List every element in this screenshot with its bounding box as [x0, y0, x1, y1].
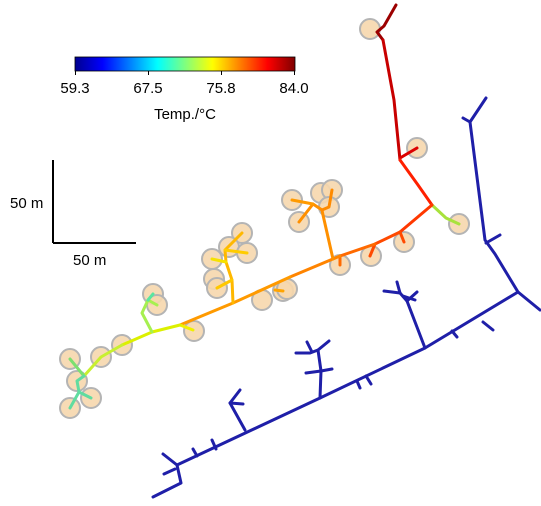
supply-pipe-segment	[273, 288, 285, 293]
return-pipe-stub	[364, 374, 373, 386]
supply-pipe-segment	[178, 323, 195, 332]
return-trunk-pipe	[468, 96, 520, 294]
supply-pipe-segment	[398, 203, 434, 234]
colorbar-tick-label: 84.0	[279, 80, 308, 97]
supply-pipe-segment	[223, 248, 249, 255]
return-pipe-stub	[516, 290, 541, 312]
return-branch-pipe	[398, 291, 427, 350]
supply-pipe-segment	[320, 188, 334, 212]
supply-pipe-segment	[146, 292, 155, 302]
return-pipe-stub	[395, 280, 402, 295]
supply-pipe-segment	[430, 203, 461, 226]
return-pipe-stub	[316, 339, 331, 352]
supply-pipe-segment	[82, 343, 124, 378]
colorbar: 59.3 67.5 75.8 84.0 Temp./°C	[60, 56, 309, 123]
colorbar-tick-label: 67.5	[133, 80, 162, 97]
consumer-marker	[359, 18, 381, 40]
return-pipe-stub	[319, 367, 334, 373]
supply-pipe-segment	[398, 146, 419, 160]
return-pipe-stub	[382, 289, 402, 295]
scale-bar-horizontal-label: 50 m	[73, 252, 106, 269]
supply-pipe-segment	[215, 278, 234, 290]
supply-pipe-segment	[290, 198, 315, 206]
supply-pipe-segment	[398, 230, 406, 244]
supply-pipe-segment	[178, 275, 292, 327]
return-main-pipe	[151, 290, 520, 499]
supply-pipe-segment	[375, 3, 398, 42]
return-branch-pipe	[228, 388, 247, 432]
return-pipe-stub	[304, 369, 323, 375]
colorbar-tick-label: 59.3	[60, 80, 89, 97]
return-pipe-stub	[161, 452, 179, 467]
return-pipe-stub	[228, 401, 245, 406]
colorbar-tick-label: 75.8	[206, 80, 235, 97]
return-pipe-stub	[401, 294, 417, 302]
return-pipe-stub	[450, 329, 459, 339]
return-network	[151, 96, 541, 499]
return-pipe-stub	[484, 233, 502, 245]
scale-bar: 50 m 50 m	[10, 160, 136, 269]
return-pipe-stub	[461, 116, 472, 124]
supply-pipe-segment	[77, 390, 93, 400]
return-pipe-stub	[481, 320, 495, 332]
scale-bar-vertical-label: 50 m	[10, 195, 43, 212]
consumer-markers	[59, 18, 470, 419]
return-pipe-stub	[162, 467, 177, 476]
return-pipe-stub	[305, 340, 314, 354]
return-pipe-stub	[210, 438, 218, 451]
return-pipe-stub	[191, 447, 199, 458]
colorbar-title: Temp./°C	[154, 106, 216, 123]
supply-pipe-segment	[398, 158, 434, 207]
return-pipe-stub	[405, 290, 419, 303]
supply-pipe-segment	[210, 257, 228, 264]
supply-pipe-segment	[68, 357, 86, 378]
supply-pipe-segment	[381, 38, 402, 162]
colorbar-gradient	[74, 56, 296, 72]
supply-network	[68, 3, 461, 410]
supply-pipe-segment	[68, 374, 86, 410]
supply-pipe-segment	[140, 298, 159, 334]
return-pipe-stub	[355, 379, 362, 390]
colorbar-ticks	[75, 71, 295, 75]
